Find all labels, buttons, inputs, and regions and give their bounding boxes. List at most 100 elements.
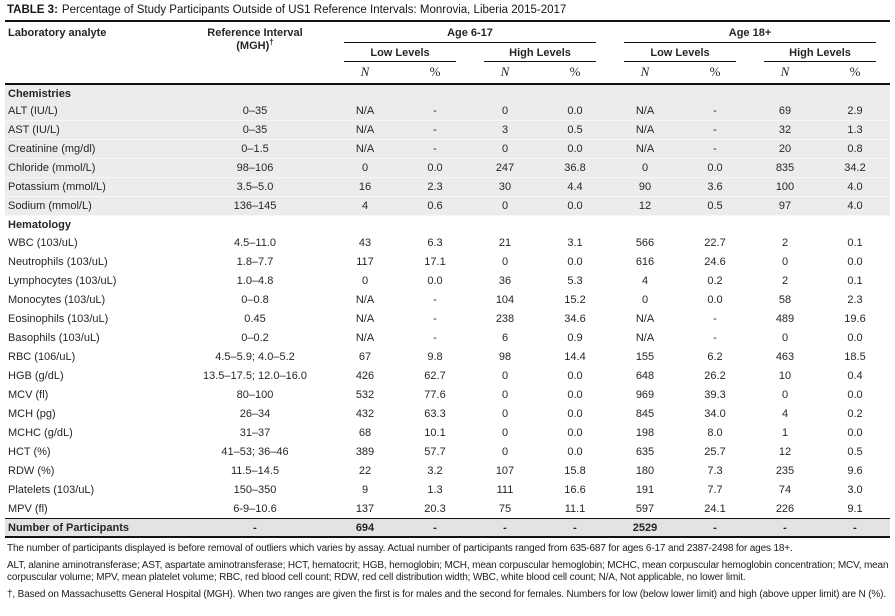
value-cell: - [713,124,717,136]
n-column-header: N [500,64,510,79]
table-row: Creatinine (mg/dl) 0–1.5 N/A - 0 0.0 N/A - 20 0.8 [5,140,890,159]
table-row: MCH (pg) 26–34 432 63.3 0 0.0 845 34.0 4 0.2 [5,404,890,423]
value-cell: 6 [501,331,509,344]
age-group-18plus: Age 18+ Low Levels High Levels N % N % [610,25,890,83]
value-cell: 36 [498,274,512,287]
table-row: AST (IU/L) 0–35 N/A - 3 0.5 N/A - 32 1.3 [5,121,890,140]
footnote-participants: The number of participants displayed is … [7,543,793,554]
value-cell: 1.3 [427,483,443,496]
value-cell: 9 [361,483,369,496]
value-cell: 0.0 [567,388,583,401]
table-row: WBC (103/uL) 4.5–11.0 43 6.3 21 3.1 566 22.7 2 0.… [5,233,890,252]
value-cell: 489 [775,312,795,325]
value-cell: N/A [355,124,375,136]
analyte-cell: Basophils (103/uL) [8,331,100,344]
value-cell: 4 [361,200,369,212]
value-cell: - [573,521,577,534]
value-cell: 0.5 [567,124,583,136]
value-cell: 20.3 [424,502,446,515]
analyte-cell: AST (IU/L) [8,124,60,136]
value-cell: N/A [635,331,655,344]
value-cell: 694 [355,521,375,534]
value-cell: 0.0 [567,200,583,212]
value-cell: 14.4 [564,350,586,363]
analyte-cell: RBC (106/uL) [8,350,76,363]
value-cell: 67 [358,350,372,363]
value-cell: 0 [501,255,509,268]
value-cell: 0.2 [707,274,723,287]
participants-label: Number of Participants [8,521,130,534]
table-title-text: Percentage of Study Participants Outside… [61,4,567,16]
value-cell: 0 [501,445,509,458]
analyte-cell: Monocytes (103/uL) [8,293,106,306]
value-cell: 3.0 [847,483,863,496]
value-cell: N/A [635,124,655,136]
analyte-cell: MCH (pg) [8,407,56,420]
value-cell: 0.0 [567,369,583,382]
value-cell: 34.0 [704,407,726,420]
value-cell: N/A [635,143,655,155]
age-group-label-6-17: Age 6-17 [344,25,596,43]
value-cell: 0.8 [847,143,863,155]
value-cell: 191 [635,483,655,496]
analyte-cell: RDW (%) [8,464,55,477]
table-row: RDW (%) 11.5–14.5 22 3.2 107 15.8 180 7.3 235 9.6 [5,461,890,480]
section-title: Chemistries [8,87,71,100]
value-cell: 0.0 [567,426,583,439]
table-row: Chloride (mmol/L) 98–106 0 0.0 247 36.8 0 0.0 83… [5,159,890,178]
value-cell: 0.0 [847,255,863,268]
table-row: Neutrophils (103/uL) 1.8–7.7 117 17.1 0 0.0 61… [5,252,890,271]
table-row: HCT (%) 41–53; 36–46 389 57.7 0 0.0 635 25.7 12 0… [5,442,890,461]
value-cell: 3.2 [427,464,443,477]
value-cell: 2529 [632,521,658,534]
footnote-dagger: †, Based on Massachusetts General Hospit… [7,588,886,600]
ref-interval-cell: 13.5–17.5; 12.0–16.0 [203,369,307,382]
ref-interval-cell: 150–350 [233,483,277,496]
value-cell: 4.4 [567,181,583,193]
value-cell: 6.3 [427,236,443,249]
value-cell: 16.6 [564,483,586,496]
value-cell: 36.8 [564,162,586,174]
value-cell: 0.2 [847,407,863,420]
value-cell: 63.3 [424,407,446,420]
value-cell: 24.1 [704,502,726,515]
dagger-symbol: † [269,37,274,47]
value-cell: 24.6 [704,255,726,268]
value-cell: 0.4 [847,369,863,382]
value-cell: 30 [498,181,512,193]
value-cell: 0.0 [567,105,583,117]
value-cell: 137 [355,502,375,515]
value-cell: 0.6 [427,200,443,212]
value-cell: 20 [778,143,792,155]
value-cell: 0.0 [707,293,723,306]
high-levels-header: High Levels [764,43,876,62]
value-cell: 22.7 [704,236,726,249]
value-cell: 835 [775,162,795,174]
value-cell: 97 [778,200,792,212]
table-row: Eosinophils (103/uL) 0.45 N/A - 238 34.6 N/A - 4… [5,309,890,328]
value-cell: 17.1 [424,255,446,268]
ref-interval-cell: 136–145 [233,200,277,212]
value-cell: 0.0 [847,331,863,344]
value-cell: 2.3 [847,293,863,306]
table-row: MCV (fl) 80–100 532 77.6 0 0.0 969 39.3 0 0.0 [5,385,890,404]
value-cell: 19.6 [844,312,866,325]
table-body: Chemistries ALT (IU/L) 0–35 N/A -0 0.0 N/A -69 2… [5,85,890,538]
value-cell: 12 [778,445,792,458]
value-cell: 15.8 [564,464,586,477]
ref-interval-cell: 11.5–14.5 [230,464,280,477]
value-cell: 0.5 [847,445,863,458]
value-cell: 12 [638,200,652,212]
value-cell: 68 [358,426,372,439]
value-cell: - [433,124,437,136]
table-row: Lymphocytes (103/uL) 1.0–4.8 0 0.0 36 5.3 4 0.2… [5,271,890,290]
value-cell: 8.0 [707,426,723,439]
value-cell: - [713,105,717,117]
value-cell: 0 [781,388,789,401]
value-cell: 0 [501,407,509,420]
ref-interval-cell: 0–1.5 [241,143,269,155]
value-cell: 2.3 [427,181,443,193]
ref-interval-cell: 26–34 [239,407,271,420]
low-levels-header: Low Levels [624,43,736,62]
percent-column-header: % [849,64,861,79]
